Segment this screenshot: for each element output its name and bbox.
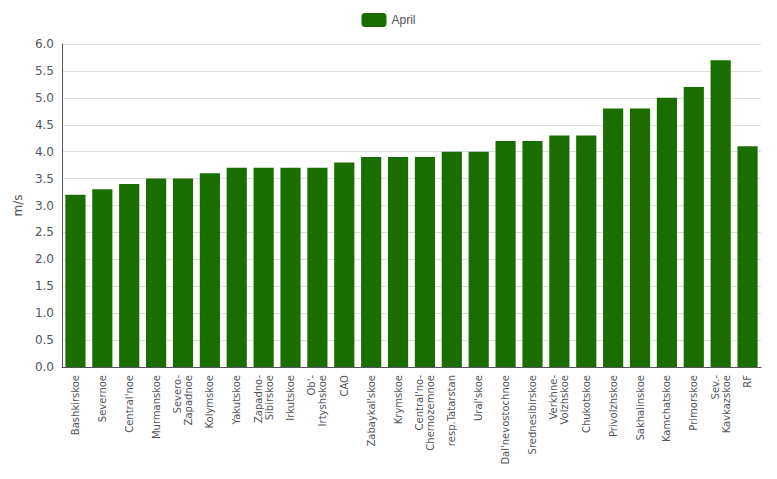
svg-text:Krymskoe: Krymskoe [393, 375, 404, 424]
svg-text:3.5: 3.5 [35, 172, 54, 186]
svg-text:Severo-: Severo- [172, 375, 183, 414]
svg-text:Sakhalinskoe: Sakhalinskoe [635, 375, 646, 441]
svg-text:Severnoe: Severnoe [97, 375, 108, 422]
svg-text:Zapadno-: Zapadno- [253, 375, 264, 423]
svg-text:4.0: 4.0 [35, 145, 54, 159]
svg-text:Sibirskoe: Sibirskoe [264, 375, 275, 420]
svg-text:Chernozemnoe: Chernozemnoe [425, 375, 436, 451]
svg-text:Ob'-: Ob'- [306, 375, 317, 396]
svg-text:3.0: 3.0 [35, 199, 54, 213]
svg-text:Primorskoe: Primorskoe [688, 375, 699, 431]
svg-text:Murmanskoe: Murmanskoe [151, 375, 162, 439]
svg-text:Zabaykal'skoe: Zabaykal'skoe [366, 375, 377, 447]
svg-text:April: April [391, 13, 415, 27]
svg-text:resp.Tatarstan: resp.Tatarstan [446, 375, 457, 446]
svg-text:Yakutskoe: Yakutskoe [231, 375, 242, 426]
svg-text:Kolymskoe: Kolymskoe [204, 375, 215, 429]
svg-text:Ural'skoe: Ural'skoe [473, 375, 484, 421]
svg-text:Zapadnoe: Zapadnoe [183, 375, 194, 425]
svg-text:Sev.-: Sev.- [710, 375, 721, 400]
svg-text:1.5: 1.5 [35, 279, 54, 293]
svg-text:2.5: 2.5 [35, 225, 54, 239]
svg-text:CAO: CAO [339, 375, 350, 397]
svg-text:2.0: 2.0 [35, 252, 54, 266]
svg-text:6.0: 6.0 [35, 37, 54, 51]
svg-text:Kamchatskoe: Kamchatskoe [661, 375, 672, 442]
svg-text:Central'no-: Central'no- [414, 375, 425, 431]
svg-text:Kavkazskoe: Kavkazskoe [721, 375, 732, 433]
svg-text:RF: RF [742, 375, 753, 388]
svg-text:1.0: 1.0 [35, 306, 54, 320]
svg-text:Irtyshskoe: Irtyshskoe [317, 375, 328, 426]
svg-text:5.5: 5.5 [35, 64, 54, 78]
svg-text:Chukotskoe: Chukotskoe [581, 375, 592, 433]
svg-text:m/s: m/s [11, 195, 25, 217]
svg-text:Bashkirskoe: Bashkirskoe [70, 375, 81, 435]
svg-text:Verkhne-: Verkhne- [548, 375, 559, 420]
svg-text:Irkutskoe: Irkutskoe [285, 375, 296, 421]
svg-text:Central'noe: Central'noe [124, 375, 135, 433]
svg-text:4.5: 4.5 [35, 118, 54, 132]
svg-text:Srednesibirskoe: Srednesibirskoe [527, 375, 538, 454]
svg-text:5.0: 5.0 [35, 91, 54, 105]
svg-text:Volzhskoe: Volzhskoe [559, 375, 570, 424]
svg-text:0.0: 0.0 [35, 360, 54, 374]
svg-text:Dal'nevostochnoe: Dal'nevostochnoe [500, 375, 511, 465]
svg-text:0.5: 0.5 [35, 333, 54, 347]
svg-text:Privolzhskoe: Privolzhskoe [608, 375, 619, 437]
